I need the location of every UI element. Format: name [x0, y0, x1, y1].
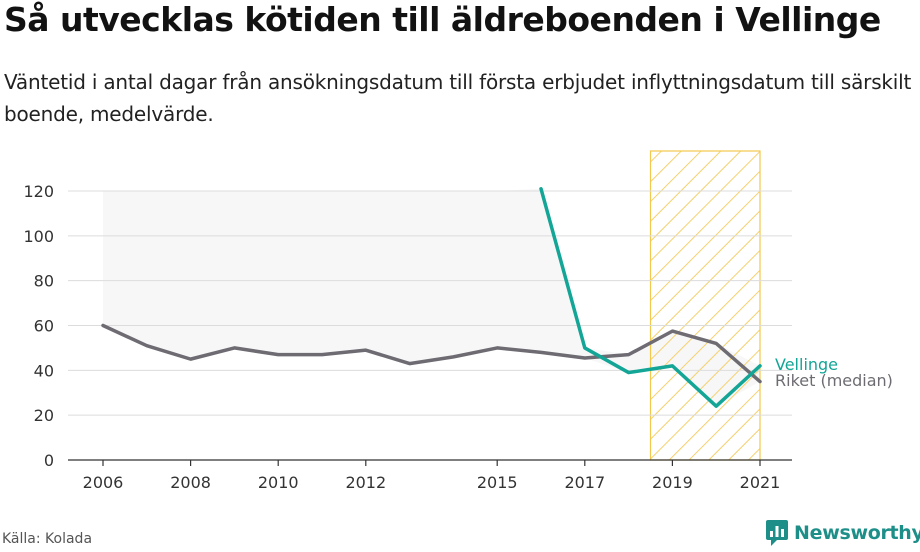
- x-tick-label: 2017: [564, 473, 605, 492]
- brand-name: Newsworthy: [794, 522, 920, 544]
- newsworthy-icon: [766, 520, 788, 546]
- series-line-riket: [101, 323, 762, 384]
- series-line-vellinge: [539, 187, 762, 408]
- y-tick-label: 100: [23, 227, 54, 246]
- y-tick-label: 80: [34, 272, 54, 291]
- y-tick-label: 0: [44, 451, 54, 470]
- chart-subtitle: Väntetid i antal dagar från ansökningsda…: [4, 70, 912, 126]
- x-tick-label: 2008: [170, 473, 211, 492]
- highlight-band: [649, 150, 761, 461]
- x-tick-label: 2015: [477, 473, 518, 492]
- x-tick-label: 2012: [345, 473, 386, 492]
- series-label-riket: Riket (median): [775, 371, 893, 390]
- source-note: Källa: Kolada: [2, 531, 93, 547]
- chart-title: Så utvecklas kötiden till äldreboenden i…: [4, 0, 881, 39]
- y-tick-label: 20: [34, 406, 54, 425]
- x-tick-label: 2006: [83, 473, 124, 492]
- series-label-vellinge: Vellinge: [775, 355, 838, 374]
- y-tick-label: 120: [23, 182, 54, 201]
- x-tick-label: 2021: [740, 473, 781, 492]
- y-tick-label: 40: [34, 361, 54, 380]
- newsworthy-logo: Newsworthy: [766, 520, 920, 546]
- x-tick-label: 2010: [258, 473, 299, 492]
- y-tick-label: 60: [34, 317, 54, 336]
- x-tick-label: 2019: [652, 473, 693, 492]
